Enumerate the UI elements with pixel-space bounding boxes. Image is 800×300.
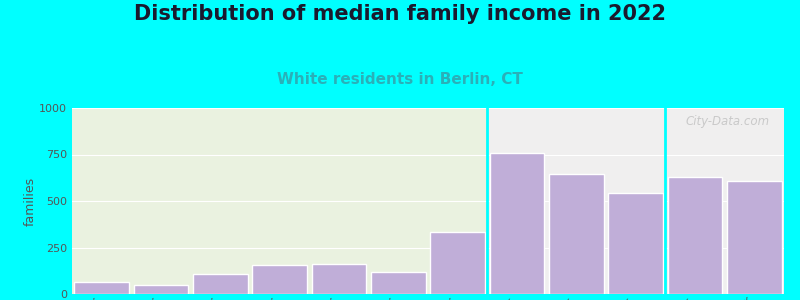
Bar [608, 193, 663, 294]
Text: White residents in Berlin, CT: White residents in Berlin, CT [277, 72, 523, 87]
Bar [134, 285, 188, 294]
Bar [252, 265, 307, 294]
Text: Distribution of median family income in 2022: Distribution of median family income in … [134, 4, 666, 25]
Text: City-Data.com: City-Data.com [686, 116, 770, 128]
Bar [668, 177, 722, 294]
Bar [487, 108, 784, 294]
Bar [74, 282, 129, 294]
Bar [727, 181, 782, 294]
Bar [549, 174, 604, 294]
Bar [193, 274, 248, 294]
Y-axis label: families: families [23, 176, 36, 226]
Bar [371, 272, 426, 294]
Bar [72, 108, 487, 294]
Bar [490, 153, 544, 294]
Bar [312, 264, 366, 294]
Bar [430, 232, 485, 294]
